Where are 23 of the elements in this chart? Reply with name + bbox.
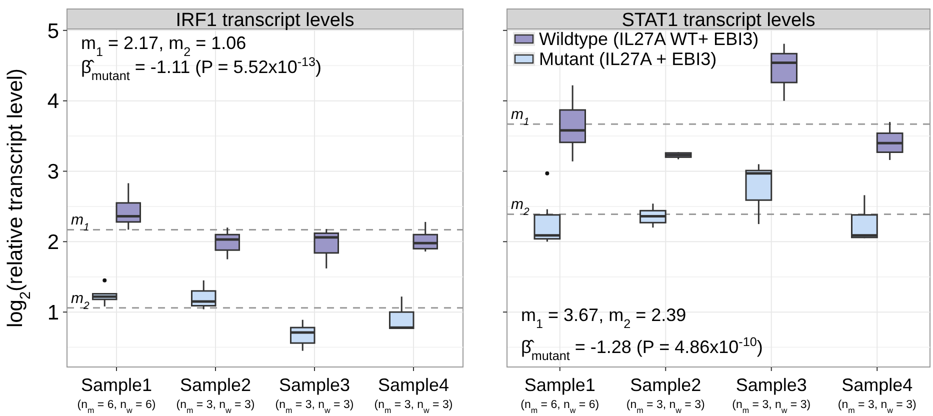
x-tick-label: Sample2 (n$_{m}$ = 3, n$_{w}$ = 3) [626, 375, 705, 414]
annotation: m$_{1}$ = 3.67, m$_{2}$ = 2.39 [521, 305, 686, 331]
y-tick-label: 4 [47, 90, 60, 114]
y-tick-label: 1 [47, 301, 59, 324]
chart-title: IRF1 transcript levels [176, 10, 354, 31]
x-tick-label: Sample4 (n$_{m}$ = 3, n$_{w}$ = 3) [374, 375, 453, 414]
ref-line-label: m$_{2}$ [511, 196, 530, 218]
x-tick-label: Sample3 (n$_{m}$ = 3, n$_{w}$ = 3) [732, 375, 811, 414]
x-tick-label: Sample1 (n$_{m}$ = 6, n$_{w}$ = 6) [77, 375, 156, 414]
x-tick-label: Sample1 (n$_{m}$ = 6, n$_{w}$ = 6) [520, 375, 600, 414]
legend-label: Wildtype (IL27A WT+ EBI3) [539, 29, 759, 49]
y-tick-label: 3 [47, 160, 59, 184]
chart-title: STAT1 transcript levels [622, 10, 816, 31]
x-tick-label: Sample4 (n$_{m}$ = 3, n$_{w}$ = 3) [838, 375, 916, 414]
x-tick-label: Sample2 (n$_{m}$ = 3, n$_{w}$ = 3) [176, 375, 255, 414]
y-tick-label: 2 [47, 231, 59, 254]
ref-line-label: m$_{2}$ [71, 290, 90, 312]
ref-line-label: m$_{1}$ [511, 106, 530, 128]
x-tick-label: Sample3 (n$_{m}$ = 3, n$_{w}$ = 3) [275, 375, 354, 414]
annotation: β̂$_{mutant}$ = -1.28 (P = 4.86x10$^{-10}$) [521, 335, 763, 363]
legend-label: Mutant (IL27A + EBI3) [539, 49, 717, 69]
ref-line-label: m$_{1}$ [71, 212, 90, 234]
y-tick-label: 5 [47, 20, 59, 43]
